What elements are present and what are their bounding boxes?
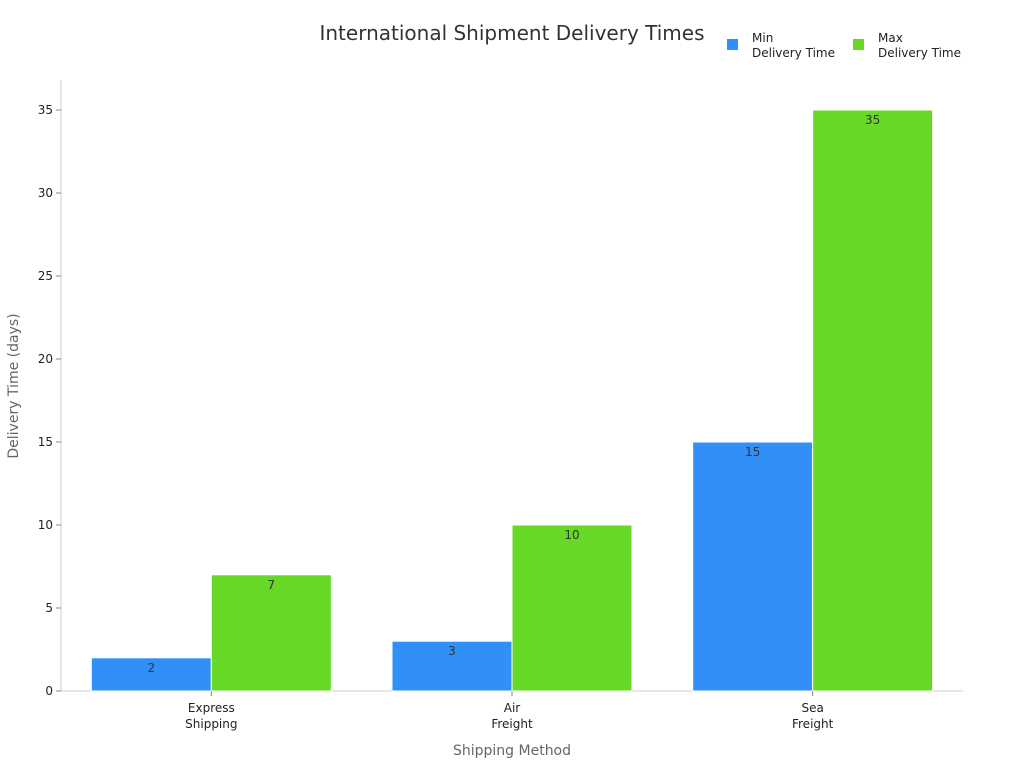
y-tick-label: 20 — [38, 352, 53, 366]
x-tick-label-line: Freight — [792, 717, 834, 731]
legend-swatch-max — [853, 39, 864, 50]
x-tick-label-line: Shipping — [185, 717, 237, 731]
legend-label-min-line1: Min — [752, 31, 773, 45]
y-tick-label: 35 — [38, 103, 53, 117]
bar — [391, 640, 513, 692]
x-tick-label-line: Freight — [491, 717, 533, 731]
y-tick-label: 15 — [38, 435, 53, 449]
data-label: 3 — [448, 644, 456, 658]
data-label: 2 — [148, 661, 156, 675]
x-tick-label-line: Air — [504, 701, 521, 715]
x-tick-label: Air Freight — [491, 701, 533, 731]
bar — [812, 109, 934, 692]
data-label: 15 — [745, 445, 760, 459]
x-tick-label-line: Sea — [801, 701, 823, 715]
x-axis-title: Shipping Method — [453, 743, 571, 759]
x-tick-label-line: Express — [188, 701, 235, 715]
chart-title: International Shipment Delivery Times — [319, 21, 704, 45]
x-tick-label: Express Shipping — [185, 701, 237, 731]
y-tick-label: 25 — [38, 269, 53, 283]
y-axis-title: Delivery Time (days) — [6, 313, 22, 458]
y-tick-label: 5 — [45, 601, 53, 615]
data-label: 35 — [865, 113, 880, 127]
bar — [692, 441, 814, 692]
y-tick-label: 0 — [45, 684, 53, 698]
legend-swatch-min — [727, 39, 738, 50]
bar — [511, 524, 633, 692]
legend-label-max-line1: Max — [878, 31, 903, 45]
legend-label-max: Max Delivery Time — [878, 31, 961, 60]
y-tick-label: 30 — [38, 186, 53, 200]
legend-label-max-line2: Delivery Time — [878, 46, 961, 60]
bar — [210, 574, 332, 692]
plot-area: 0 5 10 15 20 25 30 35 2 7 Express Shipping 3 10 Air Fre… — [38, 80, 963, 731]
data-label: 7 — [268, 578, 276, 592]
legend-label-min-line2: Delivery Time — [752, 46, 835, 60]
legend: Min Delivery Time Max Delivery Time — [727, 31, 961, 60]
x-tick-label: Sea Freight — [792, 701, 834, 731]
data-label: 10 — [564, 528, 579, 542]
legend-label-min: Min Delivery Time — [752, 31, 835, 60]
y-tick-label: 10 — [38, 518, 53, 532]
